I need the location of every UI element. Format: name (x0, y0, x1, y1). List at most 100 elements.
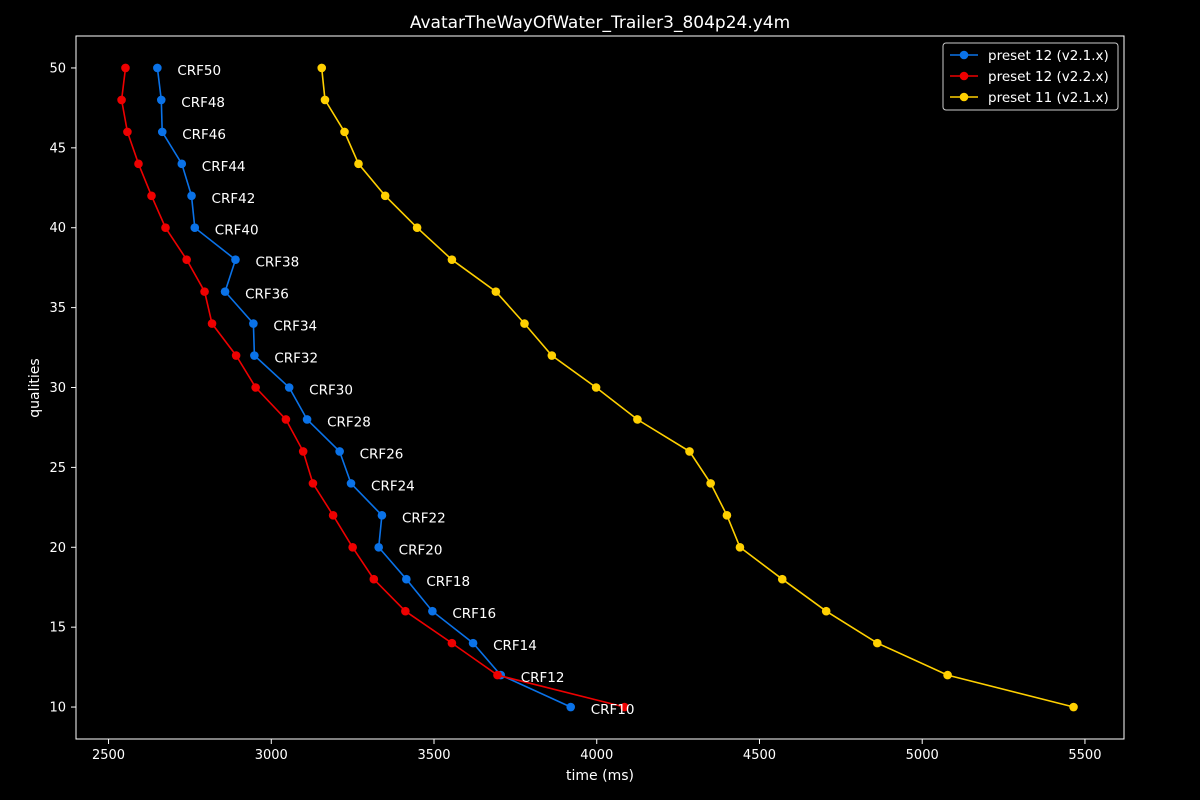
data-point (706, 479, 715, 488)
data-point (190, 223, 200, 233)
data-point (134, 159, 143, 169)
series-2 (117, 63, 629, 712)
y-tick-label: 25 (49, 461, 66, 476)
crf-annotation: CRF48 (181, 95, 225, 111)
y-axis-label: qualities (27, 358, 43, 417)
data-point (177, 159, 187, 169)
legend-marker (959, 50, 969, 60)
plot-area: 2500 3000 3500 4000 4500 5000 5500 10 15 20 25 30 35… (49, 35, 1125, 763)
crf-annotation: CRF24 (371, 478, 415, 494)
data-point (1069, 702, 1078, 712)
data-point (402, 574, 411, 584)
data-point (281, 415, 291, 424)
data-point (591, 383, 601, 392)
data-point (121, 63, 130, 73)
legend-label: preset 12 (v2.2.x) (988, 69, 1109, 85)
crf-annotation: CRF16 (452, 606, 496, 622)
data-point (200, 287, 209, 296)
data-point (207, 319, 217, 328)
data-point (335, 447, 344, 456)
data-point (123, 127, 132, 137)
data-point (231, 255, 240, 264)
data-point (633, 415, 642, 424)
data-point (231, 351, 241, 360)
data-point (354, 159, 363, 169)
data-point (447, 255, 457, 264)
data-point (491, 287, 501, 296)
data-point (493, 670, 502, 680)
data-point (722, 511, 732, 520)
data-point (566, 702, 576, 712)
data-point (374, 542, 383, 552)
x-tick-label: 2500 (92, 748, 125, 763)
x-tick-label: 5500 (1068, 748, 1101, 763)
data-point (447, 638, 457, 648)
data-point (348, 542, 357, 552)
data-point (777, 574, 787, 584)
x-tick-label: 5000 (906, 748, 939, 763)
data-point (320, 95, 330, 105)
crf-annotation: CRF50 (177, 63, 221, 79)
data-point (317, 63, 327, 73)
data-point (147, 191, 156, 201)
series-3 (317, 63, 1078, 712)
data-point (308, 479, 318, 488)
data-point (340, 127, 349, 137)
crf-annotation: CRF46 (182, 127, 226, 143)
data-point (620, 702, 629, 712)
crf-annotation: CRF26 (360, 446, 404, 462)
data-point (187, 191, 196, 201)
data-point (401, 606, 410, 616)
crf-annotation: CRF40 (215, 223, 259, 239)
data-point (943, 670, 952, 680)
crf-annotation: CRF28 (327, 414, 371, 430)
data-point (412, 223, 422, 233)
crf-annotation: CRF42 (212, 191, 256, 207)
crf-annotation: CRF10 (591, 702, 635, 718)
data-point (298, 447, 308, 456)
x-tick-label: 3500 (417, 748, 450, 763)
data-point (821, 606, 831, 616)
y-tick-label: 10 (49, 701, 66, 716)
data-point (377, 511, 387, 520)
data-point (369, 574, 379, 584)
series-line (120, 67, 625, 708)
data-point (249, 319, 258, 328)
y-tick-label: 15 (49, 621, 66, 636)
data-point (284, 383, 294, 392)
x-axis-label: time (ms) (566, 768, 634, 784)
crf-annotation: CRF20 (399, 542, 443, 558)
y-tick-label: 40 (49, 221, 66, 236)
crf-annotation: CRF14 (493, 638, 537, 654)
data-point (346, 479, 356, 488)
data-point (220, 287, 230, 296)
crf-annotation: CRF44 (202, 159, 246, 175)
data-point (153, 63, 162, 73)
x-tick-label: 4500 (743, 748, 776, 763)
data-point (547, 351, 557, 360)
y-tick-label: 20 (49, 541, 66, 556)
data-point (685, 447, 694, 456)
crf-annotation: CRF34 (273, 319, 317, 335)
data-point (250, 351, 259, 360)
legend-marker (959, 71, 969, 81)
x-tick-label: 4000 (580, 748, 613, 763)
crf-annotation: CRF30 (309, 383, 353, 399)
data-point (182, 255, 191, 264)
legend-label: preset 11 (v2.1.x) (988, 90, 1109, 106)
data-point (520, 319, 529, 328)
data-point (735, 542, 745, 552)
y-tick-label: 45 (49, 141, 66, 156)
data-point (117, 95, 126, 105)
legend-box (942, 42, 1119, 111)
data-point (328, 511, 338, 520)
data-point (872, 638, 882, 648)
crf-annotation: CRF18 (426, 574, 470, 590)
data-point (380, 191, 390, 201)
data-point (468, 638, 478, 648)
data-point (161, 223, 170, 233)
data-point (428, 606, 437, 616)
data-point (251, 383, 260, 392)
